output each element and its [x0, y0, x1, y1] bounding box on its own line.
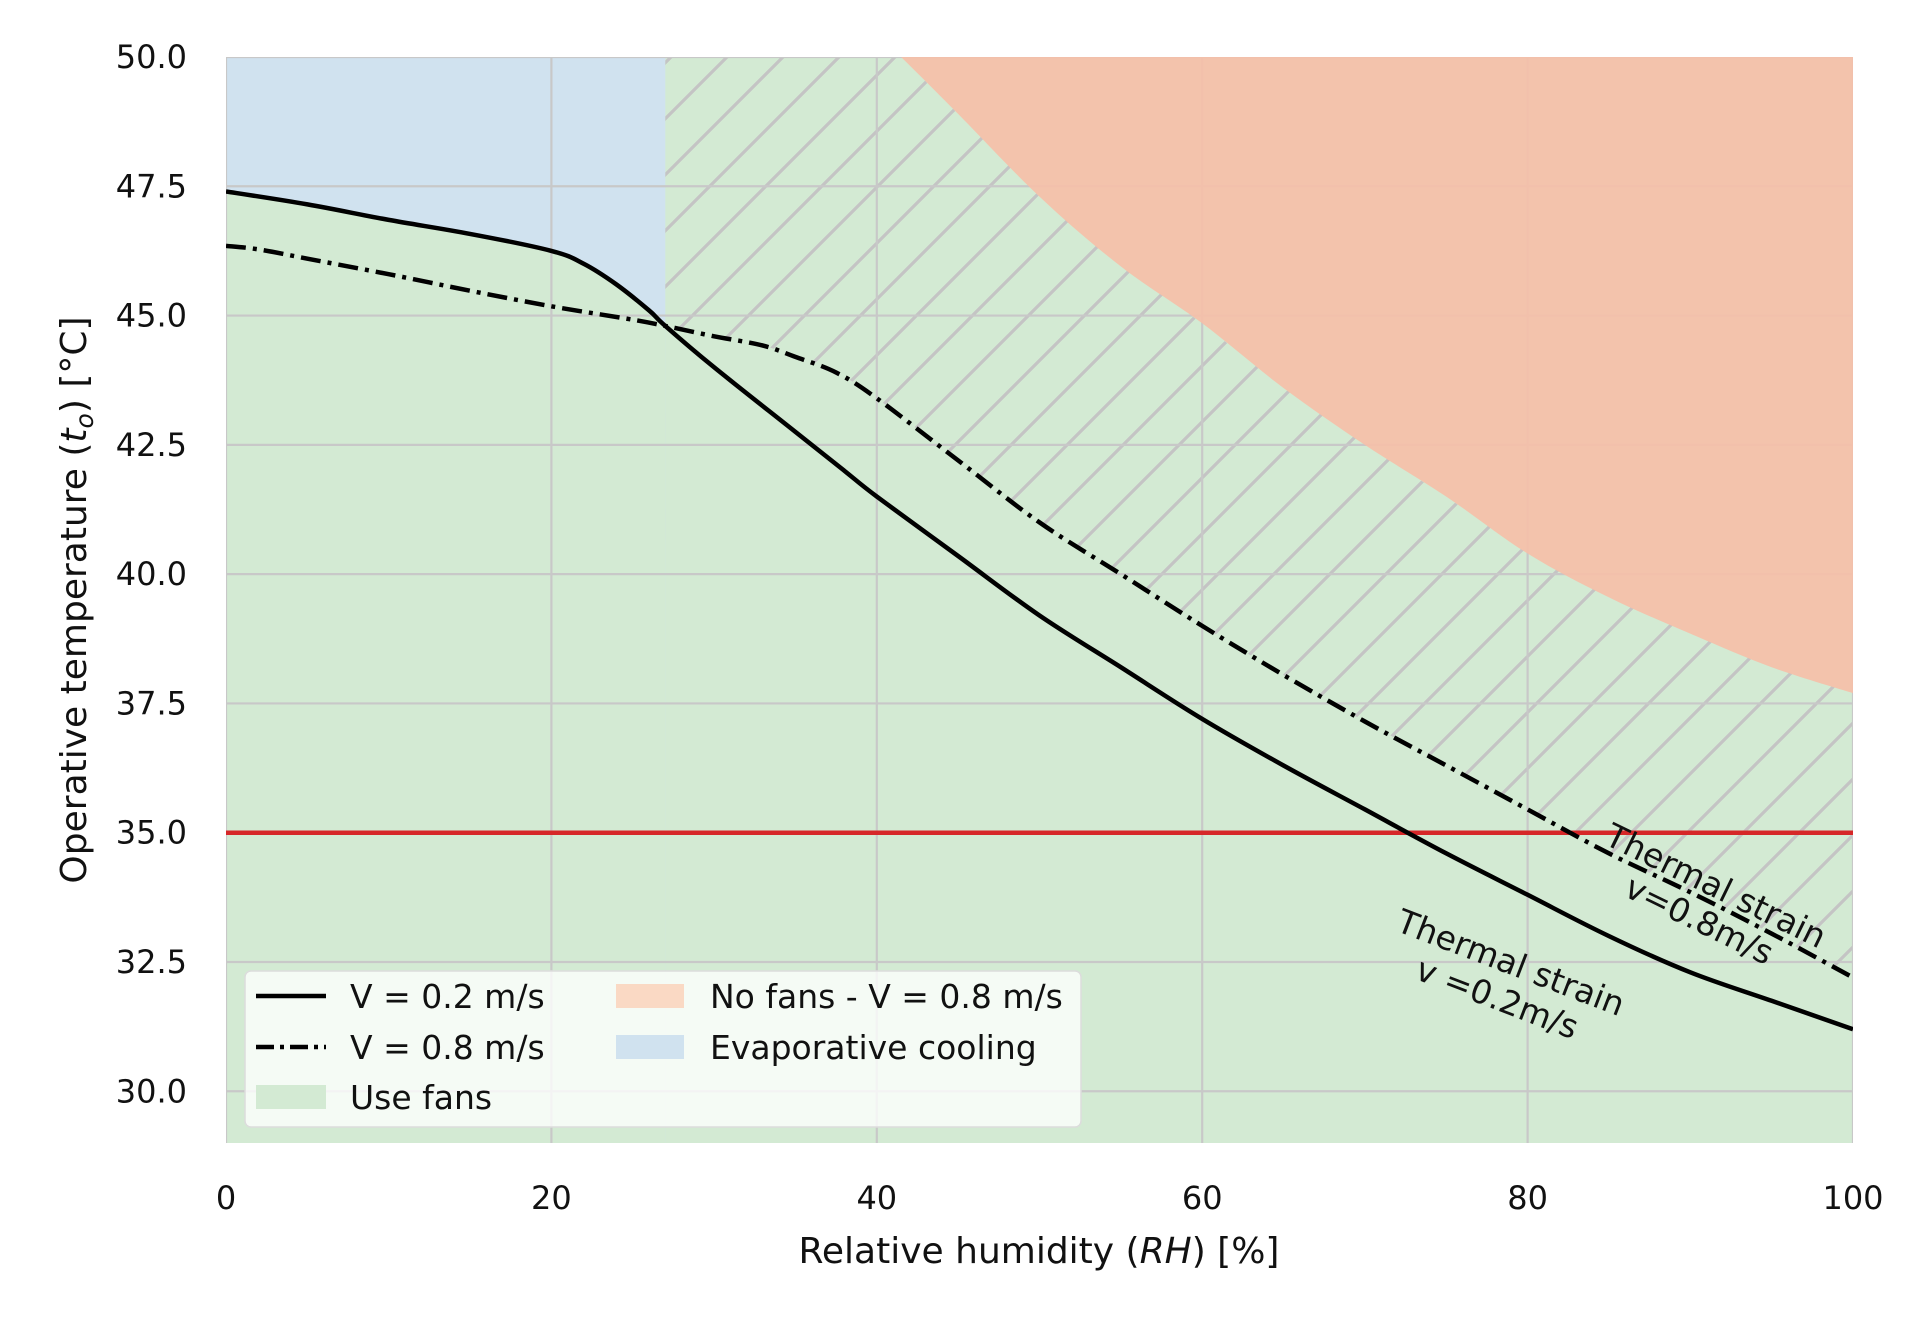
x-tick-label: 0	[216, 1179, 236, 1217]
series-line-v08	[226, 243, 1853, 980]
y-tick-label: 40.0	[116, 555, 187, 593]
legend: V = 0.2 m/s V = 0.8 m/s Use fans No fans…	[244, 970, 1082, 1128]
legend-label-v02: V = 0.2 m/s	[350, 977, 545, 1016]
x-tick-labels: 0 20 40 60 80 100	[216, 1179, 1884, 1217]
legend-label-evaporative: Evaporative cooling	[710, 1028, 1037, 1067]
hatched-region	[665, 57, 1853, 978]
series-lines	[226, 189, 1853, 1032]
x-tick-label: 60	[1182, 1179, 1223, 1217]
legend-swatch-use-fans	[256, 1085, 326, 1109]
y-tick-label: 47.5	[116, 167, 187, 205]
y-axis-label: Operative temperature (to) [°C]	[54, 316, 99, 883]
no-fans-region	[901, 57, 1853, 694]
series-line-v02	[226, 189, 1853, 1032]
legend-label-no-fans: No fans - V = 0.8 m/s	[710, 977, 1063, 1016]
y-tick-labels: 30.0 32.5 35.0 37.5 40.0 42.5 45.0 47.5 50.0	[116, 38, 187, 1110]
legend-swatch-evaporative	[616, 1035, 684, 1059]
plot-area	[226, 57, 1853, 1143]
y-tick-label: 50.0	[116, 38, 187, 76]
y-tick-label: 45.0	[116, 297, 187, 335]
x-tick-label: 100	[1822, 1179, 1883, 1217]
x-axis-label: Relative humidity (RH) [%]	[799, 1231, 1280, 1272]
y-tick-label: 30.0	[116, 1072, 187, 1110]
x-tick-label: 20	[531, 1179, 572, 1217]
y-tick-label: 35.0	[116, 814, 187, 852]
y-tick-label: 37.5	[116, 684, 187, 722]
use-fans-under-curve	[226, 191, 666, 1143]
x-tick-label: 40	[856, 1179, 897, 1217]
legend-label-v08: V = 0.8 m/s	[350, 1028, 545, 1067]
legend-swatch-no-fans	[616, 984, 684, 1008]
y-tick-label: 32.5	[116, 943, 187, 981]
legend-label-use-fans: Use fans	[350, 1078, 492, 1117]
y-tick-label: 42.5	[116, 426, 187, 464]
x-tick-label: 80	[1507, 1179, 1548, 1217]
